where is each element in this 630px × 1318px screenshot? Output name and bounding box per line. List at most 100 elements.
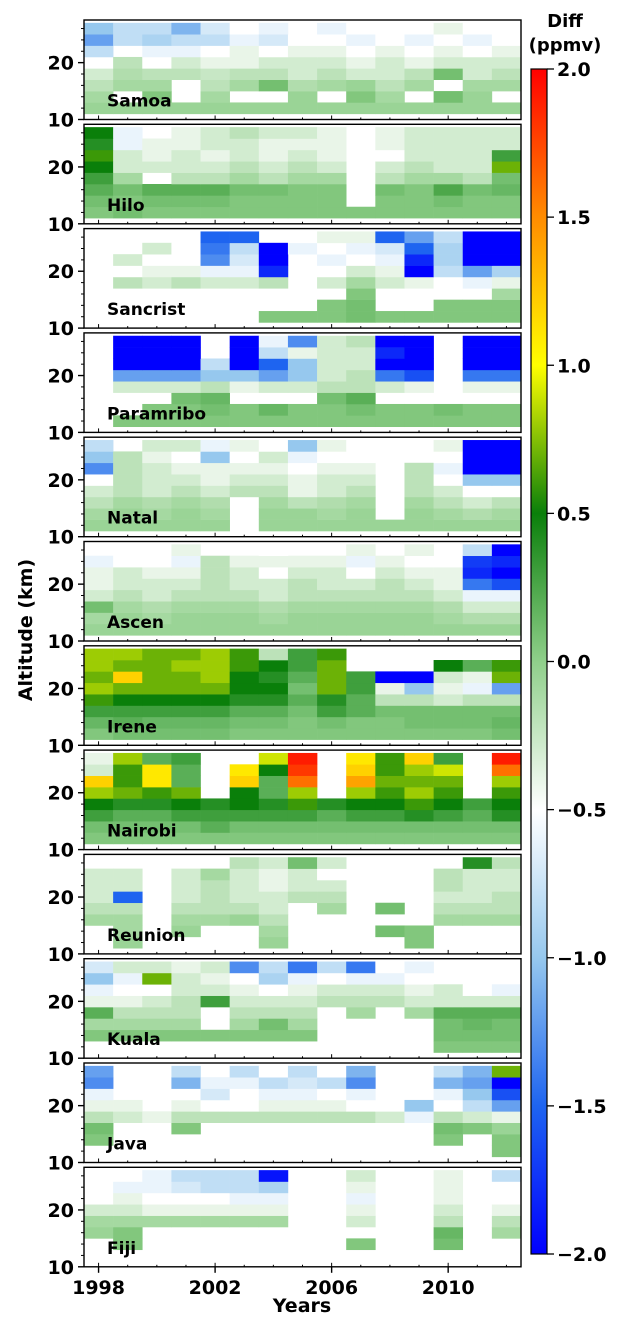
heatmap-cell	[258, 138, 289, 151]
heatmap-cell	[491, 45, 522, 58]
heatmap-cell	[346, 821, 376, 833]
heatmap-cell	[346, 601, 376, 613]
heatmap-cell	[200, 671, 230, 684]
heatmap-cell	[317, 682, 347, 695]
heatmap-cell	[491, 56, 522, 69]
heatmap-cell	[113, 254, 143, 266]
heatmap-cell	[462, 242, 493, 255]
heatmap-cell	[433, 798, 464, 811]
heatmap-cell	[84, 79, 114, 92]
heatmap-cell	[491, 705, 522, 718]
heatmap-cell	[317, 705, 347, 718]
heatmap-cell	[433, 440, 464, 452]
heatmap-cell	[142, 1111, 172, 1123]
heatmap-cell	[84, 195, 114, 208]
heatmap-cell	[375, 787, 405, 799]
heatmap-cell	[287, 705, 318, 718]
heatmap-cell	[375, 623, 405, 636]
panel-samoa: 10 20 Samoa	[48, 19, 522, 132]
heatmap-cell	[317, 612, 347, 625]
heatmap-cell	[317, 578, 347, 591]
heatmap-cell	[433, 623, 464, 636]
heatmap-cell	[346, 206, 376, 219]
heatmap-cell	[491, 902, 522, 915]
heatmap-cell	[229, 809, 260, 822]
heatmap-cell	[200, 79, 230, 92]
heatmap-cell	[258, 1181, 289, 1194]
heatmap-cell	[142, 206, 172, 219]
heatmap-cell	[346, 288, 376, 300]
heatmap-cell	[84, 149, 114, 162]
heatmap-cell	[346, 242, 376, 255]
heatmap-cell	[171, 195, 201, 208]
heatmap-cell	[229, 415, 260, 428]
heatmap-cell	[317, 567, 347, 579]
y-tick-label: 10	[48, 1153, 74, 1175]
heatmap-cell	[229, 589, 260, 602]
heatmap-cell	[171, 879, 201, 892]
heatmap-cell	[84, 809, 114, 822]
heatmap-cell	[375, 403, 405, 416]
heatmap-cell	[317, 22, 347, 35]
heatmap-cell	[84, 206, 114, 219]
heatmap-cell	[200, 1088, 230, 1101]
heatmap-cell	[229, 381, 260, 393]
heatmap-cell	[84, 671, 114, 684]
heatmap-cell	[433, 1007, 464, 1019]
heatmap-cell	[433, 184, 464, 196]
heatmap-cell	[171, 206, 201, 219]
heatmap-cell	[113, 127, 143, 139]
panel-kuala: 10 20 Kuala	[48, 958, 522, 1070]
heatmap-cell	[287, 195, 318, 208]
heatmap-cell	[200, 68, 230, 80]
panels-group: 10 20 Samoa 10 20 Hilo 10 20 Sancrist 10 20 Paramri…	[48, 19, 522, 1279]
heatmap-cell	[375, 276, 405, 289]
heatmap-cell	[200, 1099, 230, 1112]
heatmap-cell	[171, 22, 201, 35]
heatmap-cell	[287, 206, 318, 219]
heatmap-cell	[433, 1227, 464, 1239]
heatmap-cell	[142, 347, 172, 359]
heatmap-cell	[462, 347, 493, 359]
heatmap-cell	[287, 578, 318, 591]
heatmap-cell	[200, 276, 230, 289]
heatmap-cell	[84, 728, 114, 740]
heatmap-cell	[113, 22, 143, 35]
heatmap-cell	[200, 161, 230, 173]
heatmap-cell	[491, 1099, 522, 1112]
heatmap-cell	[84, 775, 114, 788]
heatmap-cell	[258, 694, 289, 706]
heatmap-cell	[287, 508, 318, 520]
heatmap-cell	[229, 716, 260, 729]
heatmap-cell	[317, 206, 347, 219]
y-tick-label: 10	[48, 527, 74, 549]
y-tick-label: 20	[48, 1200, 74, 1222]
heatmap-cell	[84, 34, 114, 46]
heatmap-cell	[346, 578, 376, 591]
heatmap-cell	[258, 972, 289, 985]
heatmap-cell	[433, 555, 464, 568]
heatmap-cell	[491, 995, 522, 1008]
heatmap-cell	[84, 496, 114, 509]
panel-hilo: 10 20 Hilo	[48, 123, 522, 236]
heatmap-cell	[287, 868, 318, 881]
heatmap-cell	[375, 995, 405, 1008]
heatmap-cell	[317, 45, 347, 58]
heatmap-cell	[491, 1007, 522, 1019]
heatmap-cell	[375, 184, 405, 196]
heatmap-cell	[200, 682, 230, 695]
colorbar-gradient	[530, 68, 548, 1255]
heatmap-cell	[346, 231, 376, 244]
heatmap-cell	[287, 798, 318, 811]
heatmap-cell	[84, 1170, 114, 1182]
station-label: Java	[106, 1135, 147, 1155]
heatmap-cell	[258, 496, 289, 509]
heatmap-cell	[404, 172, 434, 185]
heatmap-cell	[113, 1099, 143, 1112]
heatmap-cell	[404, 601, 434, 613]
heatmap-cell	[287, 403, 318, 416]
heatmap-cell	[491, 764, 522, 776]
heatmap-cell	[346, 728, 376, 740]
heatmap-cell	[317, 1099, 347, 1112]
heatmap-cell	[433, 149, 464, 162]
